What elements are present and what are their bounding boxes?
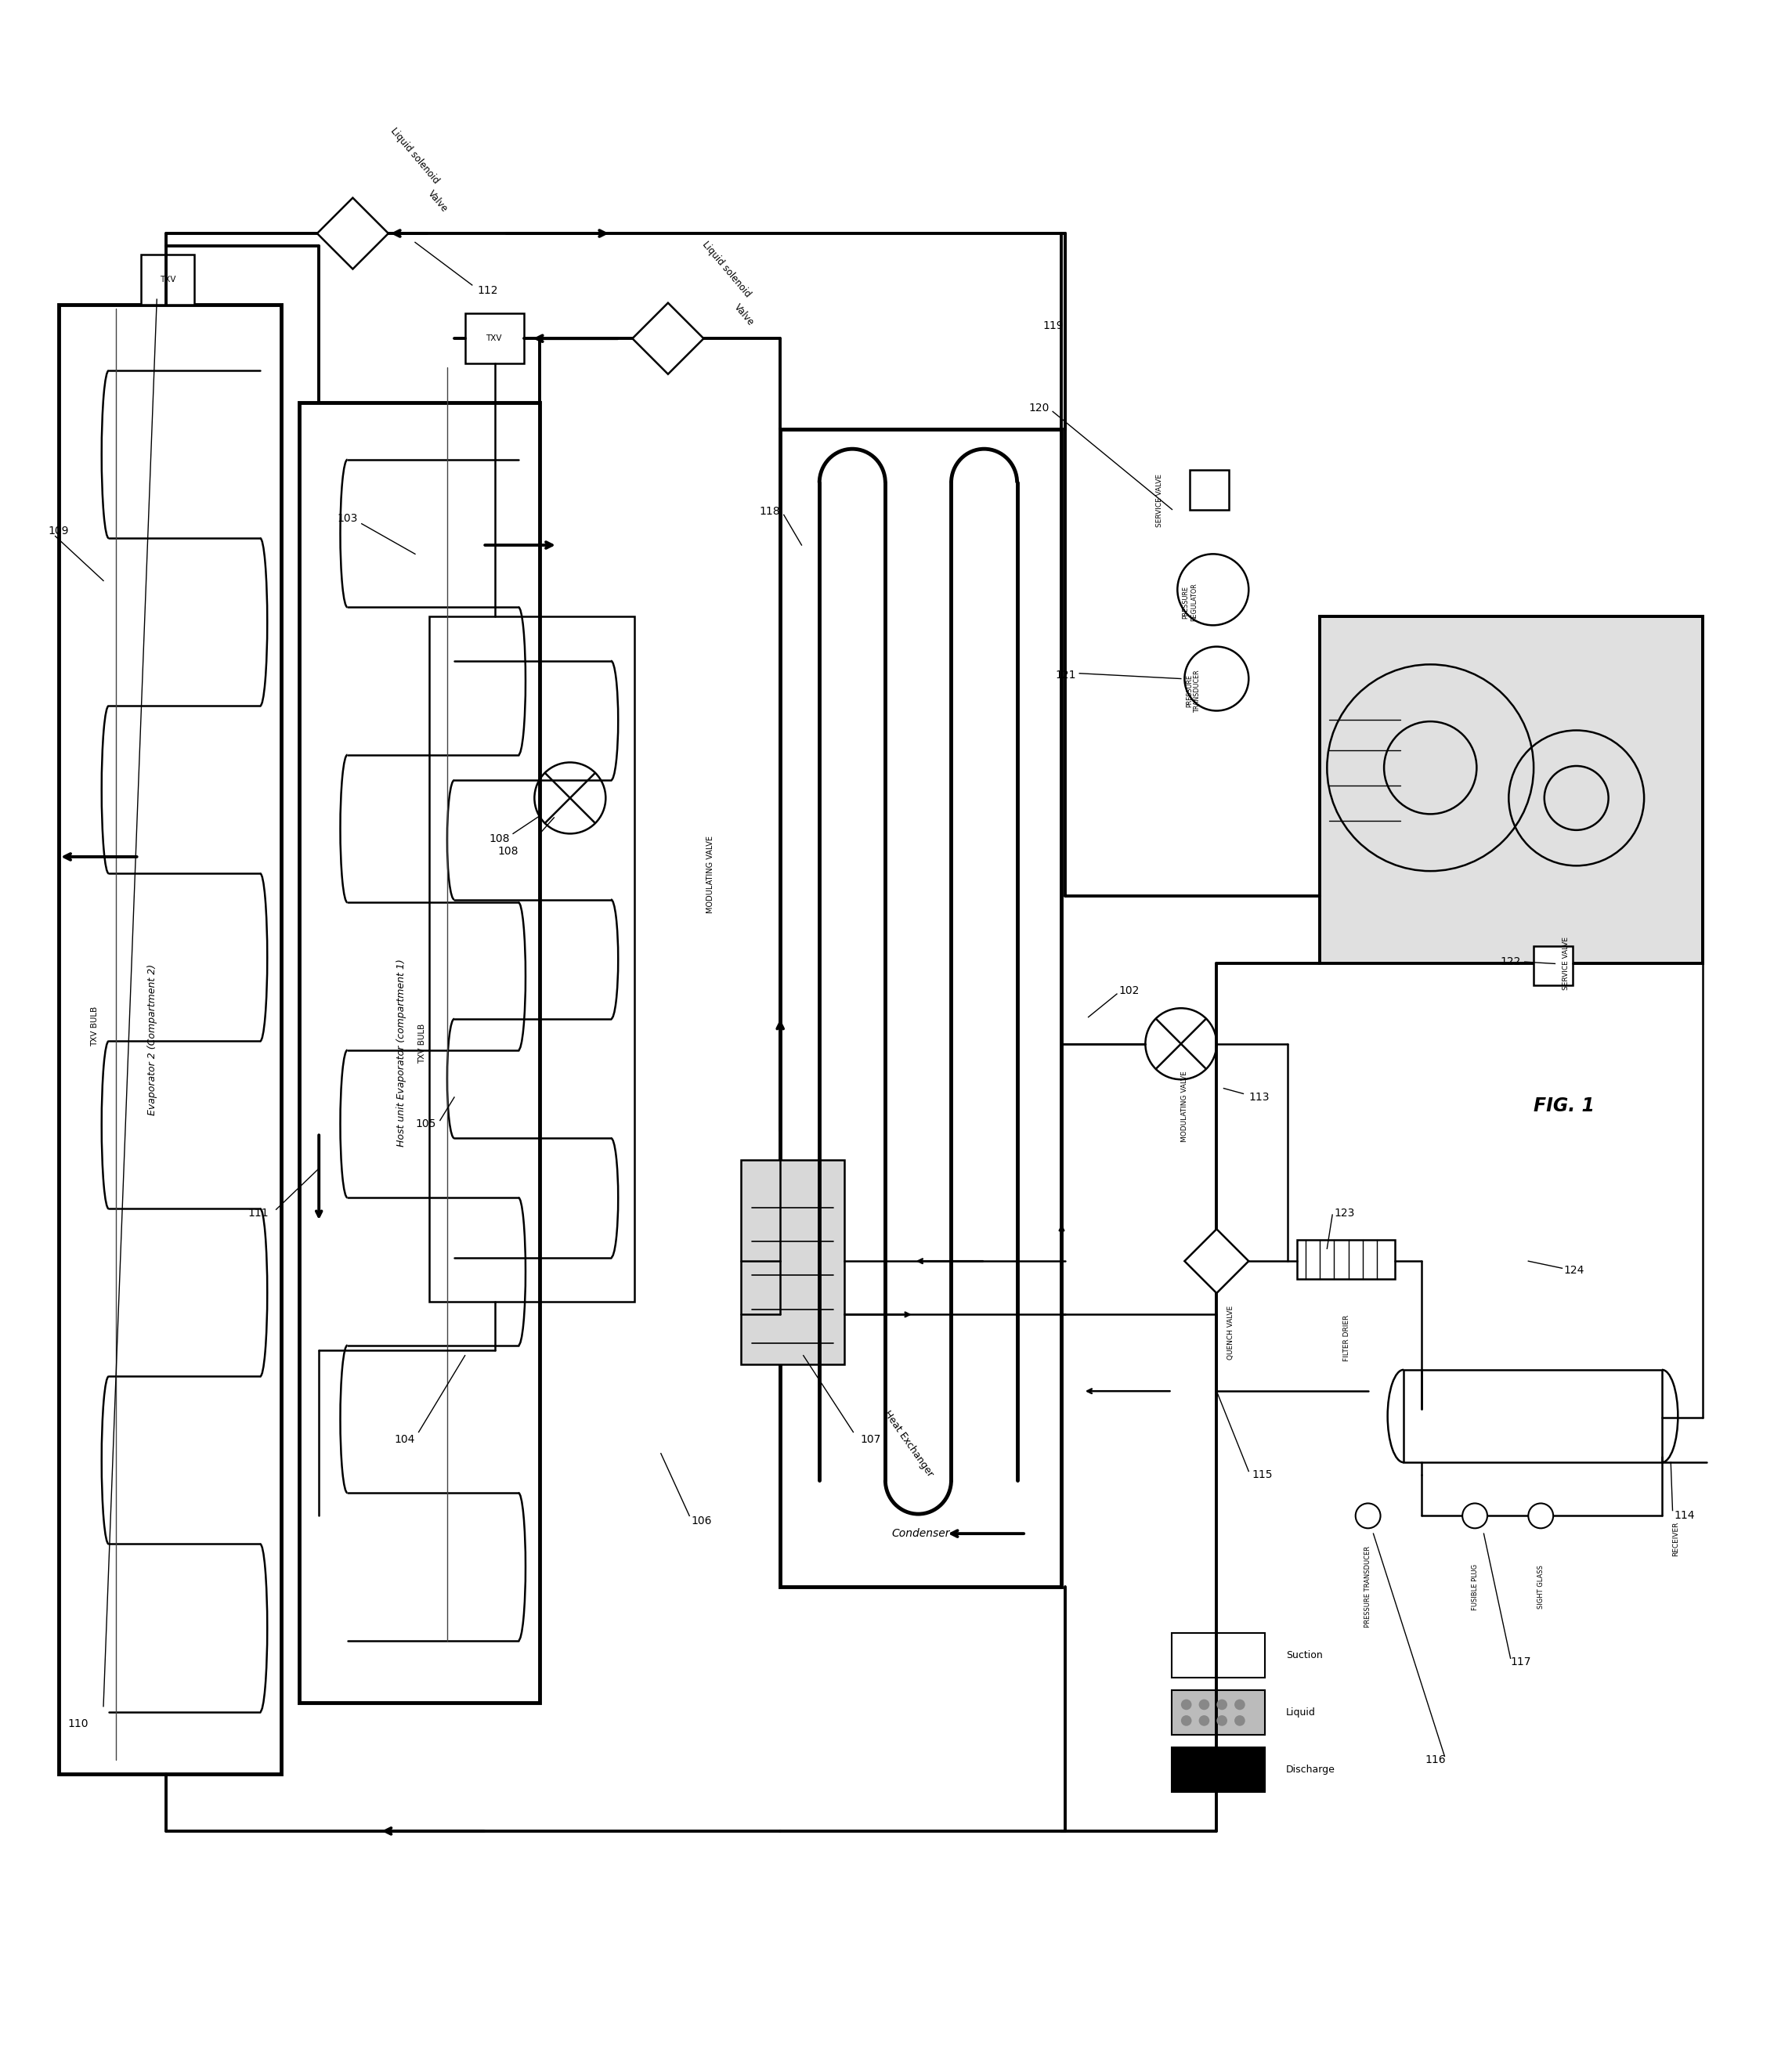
Text: PRESSURE TRANSDUCER: PRESSURE TRANSDUCER: [1364, 1547, 1371, 1627]
Text: MODULATING VALVE: MODULATING VALVE: [1181, 1071, 1188, 1141]
Text: TXV BULB: TXV BULB: [418, 1024, 426, 1063]
Bar: [299, 402, 539, 1703]
Text: 117: 117: [1511, 1656, 1530, 1668]
Text: Liquid solenoid: Liquid solenoid: [389, 125, 441, 185]
Text: Heat Exchanger: Heat Exchanger: [882, 1410, 935, 1479]
Text: SERVICE VALVE: SERVICE VALVE: [1563, 938, 1570, 991]
Bar: [1297, 1239, 1394, 1278]
Text: 123: 123: [1335, 1207, 1355, 1219]
Bar: [59, 304, 281, 1775]
Circle shape: [1217, 1699, 1228, 1709]
Text: 116: 116: [1425, 1754, 1446, 1765]
Polygon shape: [633, 304, 704, 373]
Circle shape: [1235, 1715, 1245, 1726]
Bar: [464, 314, 523, 363]
Bar: [1321, 616, 1702, 964]
Bar: [142, 254, 194, 304]
Text: 115: 115: [1253, 1469, 1272, 1479]
Text: 108: 108: [489, 833, 509, 845]
Polygon shape: [1185, 1229, 1249, 1293]
Text: Evaporator 2 (Compartment 2): Evaporator 2 (Compartment 2): [147, 964, 158, 1114]
Text: PRESSURE
REGULATOR: PRESSURE REGULATOR: [1183, 583, 1197, 622]
Text: 113: 113: [1249, 1092, 1269, 1102]
Circle shape: [1199, 1699, 1210, 1709]
Bar: [1172, 1748, 1265, 1791]
Circle shape: [1355, 1504, 1380, 1529]
Text: FILTER DRIER: FILTER DRIER: [1342, 1315, 1349, 1360]
Text: MODULATING VALVE: MODULATING VALVE: [706, 835, 715, 913]
Text: Discharge: Discharge: [1287, 1765, 1335, 1775]
Text: Suction: Suction: [1287, 1650, 1322, 1660]
Circle shape: [1235, 1699, 1245, 1709]
Text: 102: 102: [1118, 985, 1140, 995]
Text: 104: 104: [394, 1434, 416, 1445]
Text: 124: 124: [1564, 1264, 1584, 1276]
Text: SERVICE VALVE: SERVICE VALVE: [1156, 474, 1163, 527]
Circle shape: [1462, 1504, 1487, 1529]
Text: TXV: TXV: [159, 275, 176, 283]
Text: 118: 118: [760, 505, 780, 517]
Text: Host unit Evaporator (compartment 1): Host unit Evaporator (compartment 1): [396, 958, 407, 1147]
Text: FUSIBLE PLUG: FUSIBLE PLUG: [1471, 1564, 1478, 1611]
Text: 110: 110: [68, 1720, 88, 1730]
Text: 121: 121: [1055, 669, 1075, 681]
Text: 105: 105: [416, 1118, 437, 1129]
Text: TXV BULB: TXV BULB: [91, 1005, 99, 1047]
Circle shape: [1529, 1504, 1554, 1529]
Circle shape: [1181, 1699, 1192, 1709]
Polygon shape: [317, 197, 389, 269]
Text: QUENCH VALVE: QUENCH VALVE: [1228, 1305, 1235, 1358]
Text: 107: 107: [860, 1434, 882, 1445]
Bar: [1534, 946, 1573, 985]
Bar: [430, 616, 634, 1303]
Text: 122: 122: [1500, 956, 1521, 966]
Text: 111: 111: [247, 1207, 269, 1219]
Text: Valve: Valve: [426, 189, 450, 213]
Text: Valve: Valve: [733, 302, 756, 328]
Circle shape: [1217, 1715, 1228, 1726]
Text: 108: 108: [498, 845, 518, 858]
Bar: [1403, 1371, 1661, 1463]
Text: PRESSURE
TRANSDUCER: PRESSURE TRANSDUCER: [1186, 669, 1201, 712]
Text: SIGHT GLASS: SIGHT GLASS: [1538, 1566, 1545, 1609]
Bar: [742, 1159, 844, 1365]
Text: 114: 114: [1674, 1510, 1695, 1521]
Text: 103: 103: [337, 513, 358, 523]
Text: Liquid: Liquid: [1287, 1707, 1315, 1718]
Text: 112: 112: [477, 285, 498, 295]
Text: TXV: TXV: [486, 334, 502, 343]
Circle shape: [1199, 1715, 1210, 1726]
Text: Liquid solenoid: Liquid solenoid: [701, 240, 753, 300]
Text: RECEIVER: RECEIVER: [1672, 1523, 1679, 1555]
Circle shape: [1181, 1715, 1192, 1726]
Bar: [780, 429, 1061, 1586]
Text: FIG. 1: FIG. 1: [1534, 1096, 1595, 1116]
Text: 119: 119: [1043, 320, 1063, 332]
Text: 120: 120: [1029, 402, 1048, 412]
Text: Condenser: Condenser: [892, 1529, 950, 1539]
Bar: [1172, 1691, 1265, 1734]
Text: 109: 109: [48, 525, 68, 536]
Bar: [1190, 470, 1229, 509]
Text: 106: 106: [692, 1516, 711, 1527]
Bar: [1172, 1633, 1265, 1679]
